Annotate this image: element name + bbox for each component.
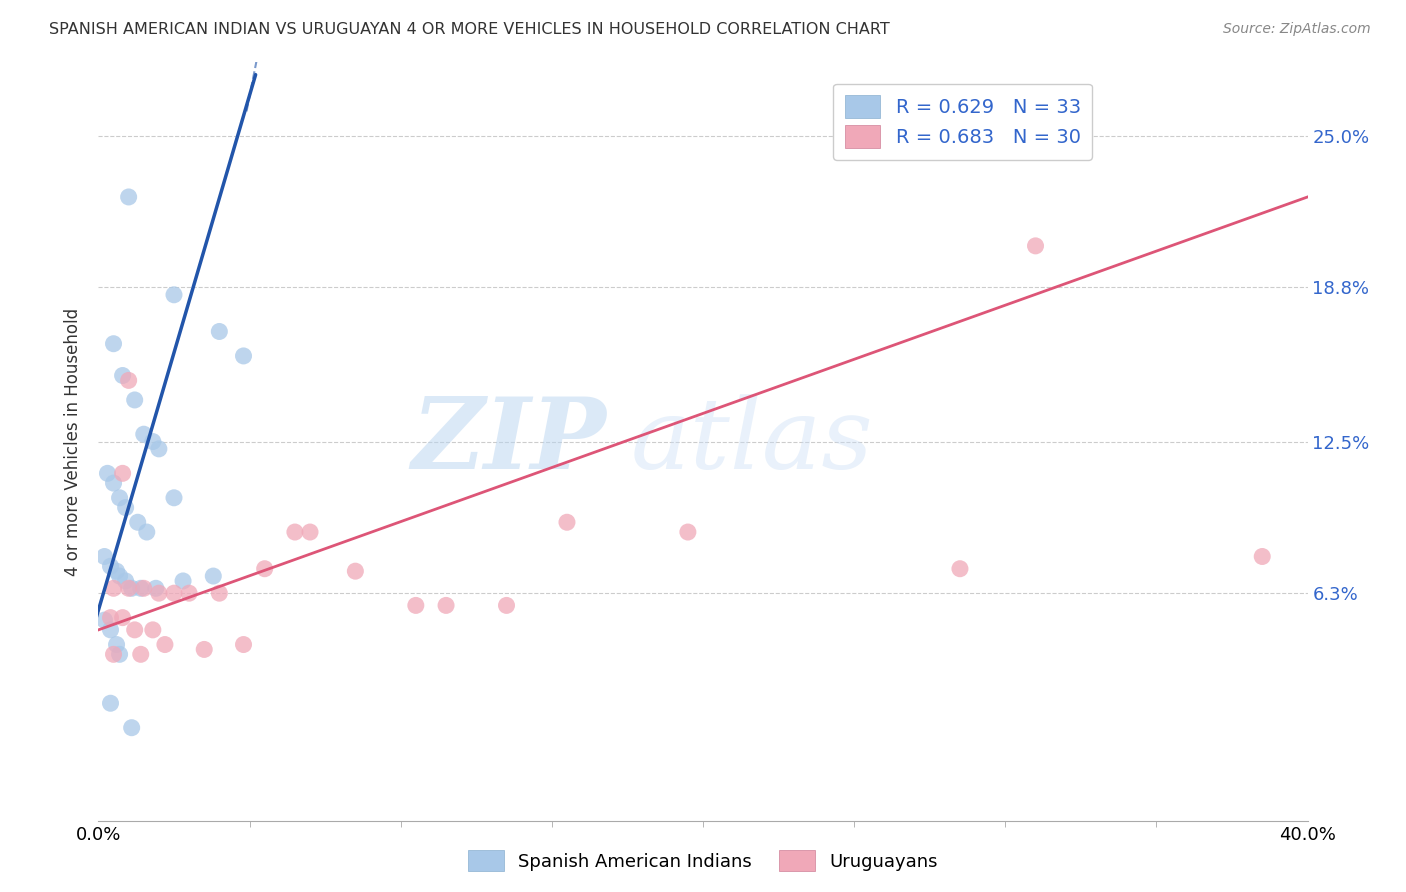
Point (148, 442, 170, 456)
Legend: Spanish American Indians, Uruguayans: Spanish American Indians, Uruguayans (461, 843, 945, 879)
Point (145, 582, 167, 596)
Point (299, 524, 322, 539)
Point (93, 549, 115, 564)
Point (114, 500, 136, 515)
Point (163, 287, 186, 301)
Point (100, 559, 122, 574)
Point (124, 392, 146, 407)
Point (111, 467, 134, 481)
Point (193, 642, 215, 657)
Point (103, 476, 125, 491)
Point (132, 582, 155, 596)
Point (105, 564, 128, 578)
Point (114, 574, 136, 588)
Point (129, 648, 152, 662)
Point (232, 638, 254, 652)
Point (118, 190, 141, 204)
Point (555, 515, 578, 529)
Point (108, 648, 131, 662)
Point (103, 336, 125, 351)
Point (142, 623, 165, 637)
Point (108, 491, 131, 505)
Point (118, 373, 141, 387)
Point (108, 569, 131, 583)
Point (405, 599, 427, 613)
Point (105, 638, 128, 652)
Y-axis label: 4 or more Vehicles in Household: 4 or more Vehicles in Household (65, 308, 83, 575)
Text: Source: ZipAtlas.com: Source: ZipAtlas.com (1223, 22, 1371, 37)
Point (96, 467, 118, 481)
Point (163, 491, 186, 505)
Point (179, 586, 201, 600)
Point (202, 569, 225, 583)
Point (153, 638, 176, 652)
Point (284, 524, 307, 539)
Point (111, 368, 134, 383)
Text: atlas: atlas (630, 394, 873, 489)
Point (100, 623, 122, 637)
Point (93, 613, 115, 627)
Point (121, 721, 143, 735)
Point (163, 586, 186, 600)
Point (172, 574, 194, 588)
Point (232, 349, 254, 363)
Point (127, 515, 149, 529)
Point (103, 648, 125, 662)
Point (132, 427, 155, 442)
Point (208, 586, 231, 600)
Point (208, 325, 231, 339)
Point (124, 623, 146, 637)
Point (135, 524, 157, 539)
Point (949, 562, 972, 576)
Point (103, 582, 125, 596)
Point (118, 582, 141, 596)
Point (121, 582, 143, 596)
Legend: R = 0.629   N = 33, R = 0.683   N = 30: R = 0.629 N = 33, R = 0.683 N = 30 (834, 84, 1092, 160)
Point (148, 586, 170, 600)
Point (676, 524, 699, 539)
Text: SPANISH AMERICAN INDIAN VS URUGUAYAN 4 OR MORE VEHICLES IN HOUSEHOLD CORRELATION: SPANISH AMERICAN INDIAN VS URUGUAYAN 4 O… (49, 22, 890, 37)
Point (100, 610, 122, 624)
Point (111, 610, 134, 624)
Point (1024, 239, 1046, 253)
Point (129, 582, 152, 596)
Point (495, 599, 517, 613)
Point (100, 696, 122, 710)
Point (434, 599, 457, 613)
Point (1251, 549, 1274, 564)
Point (253, 562, 276, 576)
Point (344, 564, 367, 578)
Text: ZIP: ZIP (412, 393, 606, 490)
Point (142, 434, 165, 449)
